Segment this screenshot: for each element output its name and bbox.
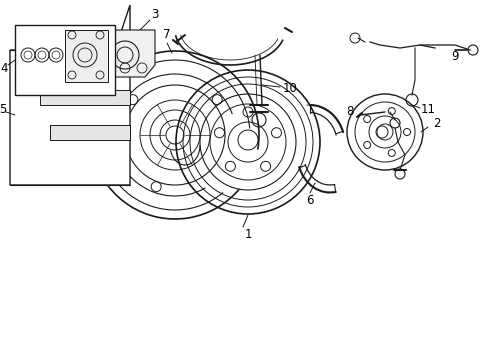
- Text: 1: 1: [244, 229, 251, 242]
- Text: 8: 8: [346, 105, 353, 118]
- Polygon shape: [10, 5, 130, 185]
- Polygon shape: [100, 30, 155, 77]
- Text: 9: 9: [450, 50, 458, 63]
- Text: 5: 5: [0, 104, 7, 117]
- Polygon shape: [40, 90, 130, 105]
- FancyBboxPatch shape: [15, 25, 115, 95]
- Polygon shape: [50, 125, 130, 140]
- Text: 7: 7: [163, 28, 170, 41]
- Polygon shape: [30, 40, 130, 70]
- Polygon shape: [65, 30, 108, 82]
- Text: 11: 11: [420, 104, 435, 117]
- Text: 4: 4: [0, 62, 8, 75]
- Text: 2: 2: [432, 117, 440, 130]
- Text: 3: 3: [151, 8, 159, 21]
- Text: 6: 6: [305, 194, 313, 207]
- Text: 10: 10: [282, 81, 297, 94]
